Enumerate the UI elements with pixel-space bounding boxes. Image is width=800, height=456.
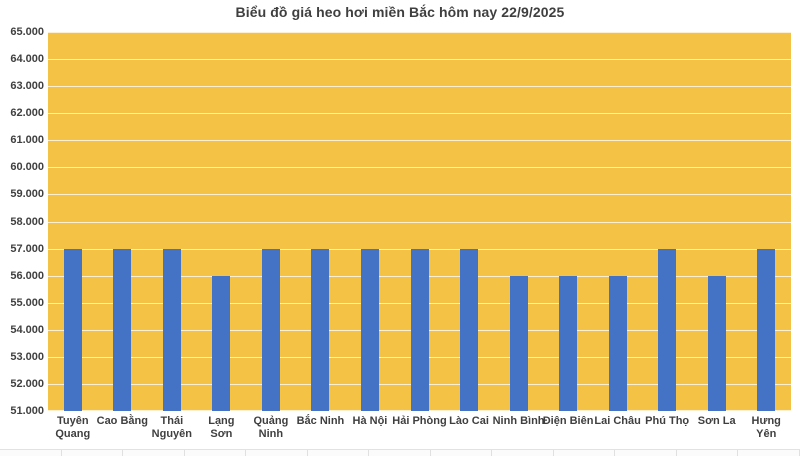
- gridline: [48, 140, 791, 141]
- gridline: [48, 59, 791, 60]
- y-tick-label: 60.000: [10, 161, 44, 174]
- bar-Lạng Sơn: [212, 276, 231, 411]
- y-tick-label: 63.000: [10, 80, 44, 93]
- y-tick-label: 54.000: [10, 323, 44, 336]
- x-category-label: Bắc Ninh: [296, 415, 345, 427]
- bar-Hưng Yên: [757, 249, 776, 411]
- bar-Điện Biên: [559, 276, 578, 411]
- x-category-label: Ninh Bình: [492, 415, 545, 427]
- table-cell: [369, 450, 431, 456]
- bar-Quảng Ninh: [261, 249, 280, 411]
- y-tick-label: 55.000: [10, 296, 44, 309]
- bar-Hà Nội: [360, 249, 379, 411]
- x-category-label: Lai Châu: [594, 415, 641, 427]
- y-tick-label: 59.000: [10, 188, 44, 201]
- y-tick-label: 51.000: [10, 405, 44, 417]
- x-category-label: Lạng Sơn: [208, 415, 235, 440]
- table-cell: [676, 450, 739, 456]
- gridline: [48, 32, 791, 33]
- table-cell: [184, 450, 247, 456]
- x-category-label: Hải Phòng: [392, 415, 447, 427]
- x-category-label: Điện Biên: [542, 415, 594, 427]
- x-category-label: Cao Bằng: [96, 415, 148, 427]
- y-tick-label: 58.000: [10, 215, 44, 228]
- y-tick-label: 53.000: [10, 350, 44, 363]
- bottom-table-row: [0, 449, 800, 456]
- y-tick-label: 52.000: [10, 377, 44, 390]
- table-cell: [430, 450, 493, 456]
- bar-Lai Châu: [608, 276, 627, 411]
- plot-area: [48, 32, 791, 411]
- bar-Bắc Ninh: [311, 249, 330, 411]
- x-category-label: Hưng Yên: [751, 415, 781, 440]
- gridline: [48, 113, 791, 114]
- y-tick-label: 65.000: [10, 26, 44, 38]
- x-category-label: Lào Cai: [449, 415, 489, 427]
- y-tick-label: 56.000: [10, 269, 44, 282]
- y-tick-label: 61.000: [10, 134, 44, 147]
- x-category-label: Tuyên Quang: [55, 415, 91, 440]
- x-category-label: Phú Thọ: [645, 415, 690, 427]
- table-cell: [738, 450, 800, 456]
- table-cell: [492, 450, 554, 456]
- bar-Lào Cai: [460, 249, 479, 411]
- table-cell: [123, 450, 185, 456]
- y-tick-label: 57.000: [10, 242, 44, 255]
- bar-Tuyên Quang: [63, 249, 82, 411]
- y-tick-label: 62.000: [10, 107, 44, 120]
- bar-Cao Bằng: [113, 249, 132, 411]
- gridline: [48, 167, 791, 168]
- table-cell: [553, 450, 616, 456]
- x-category-label: Thái Nguyên: [151, 415, 192, 440]
- x-category-label: Quảng Ninh: [253, 415, 289, 440]
- table-cell: [246, 450, 308, 456]
- table-cell: [61, 450, 124, 456]
- table-cell: [307, 450, 370, 456]
- x-category-label: Sơn La: [697, 415, 736, 427]
- chart-title: Biểu đồ giá heo hơi miền Bắc hôm nay 22/…: [235, 4, 565, 20]
- x-category-label: Hà Nội: [352, 415, 388, 427]
- bar-Phú Thọ: [658, 249, 677, 411]
- gridline: [48, 194, 791, 195]
- table-cell: [0, 450, 62, 456]
- bar-Thái Nguyên: [162, 249, 181, 411]
- gridline: [48, 86, 791, 87]
- bar-Ninh Bình: [509, 276, 528, 411]
- gridline: [48, 222, 791, 223]
- table-cell: [615, 450, 677, 456]
- bar-Hải Phòng: [410, 249, 429, 411]
- bar-Sơn La: [707, 276, 726, 411]
- y-tick-label: 64.000: [10, 53, 44, 66]
